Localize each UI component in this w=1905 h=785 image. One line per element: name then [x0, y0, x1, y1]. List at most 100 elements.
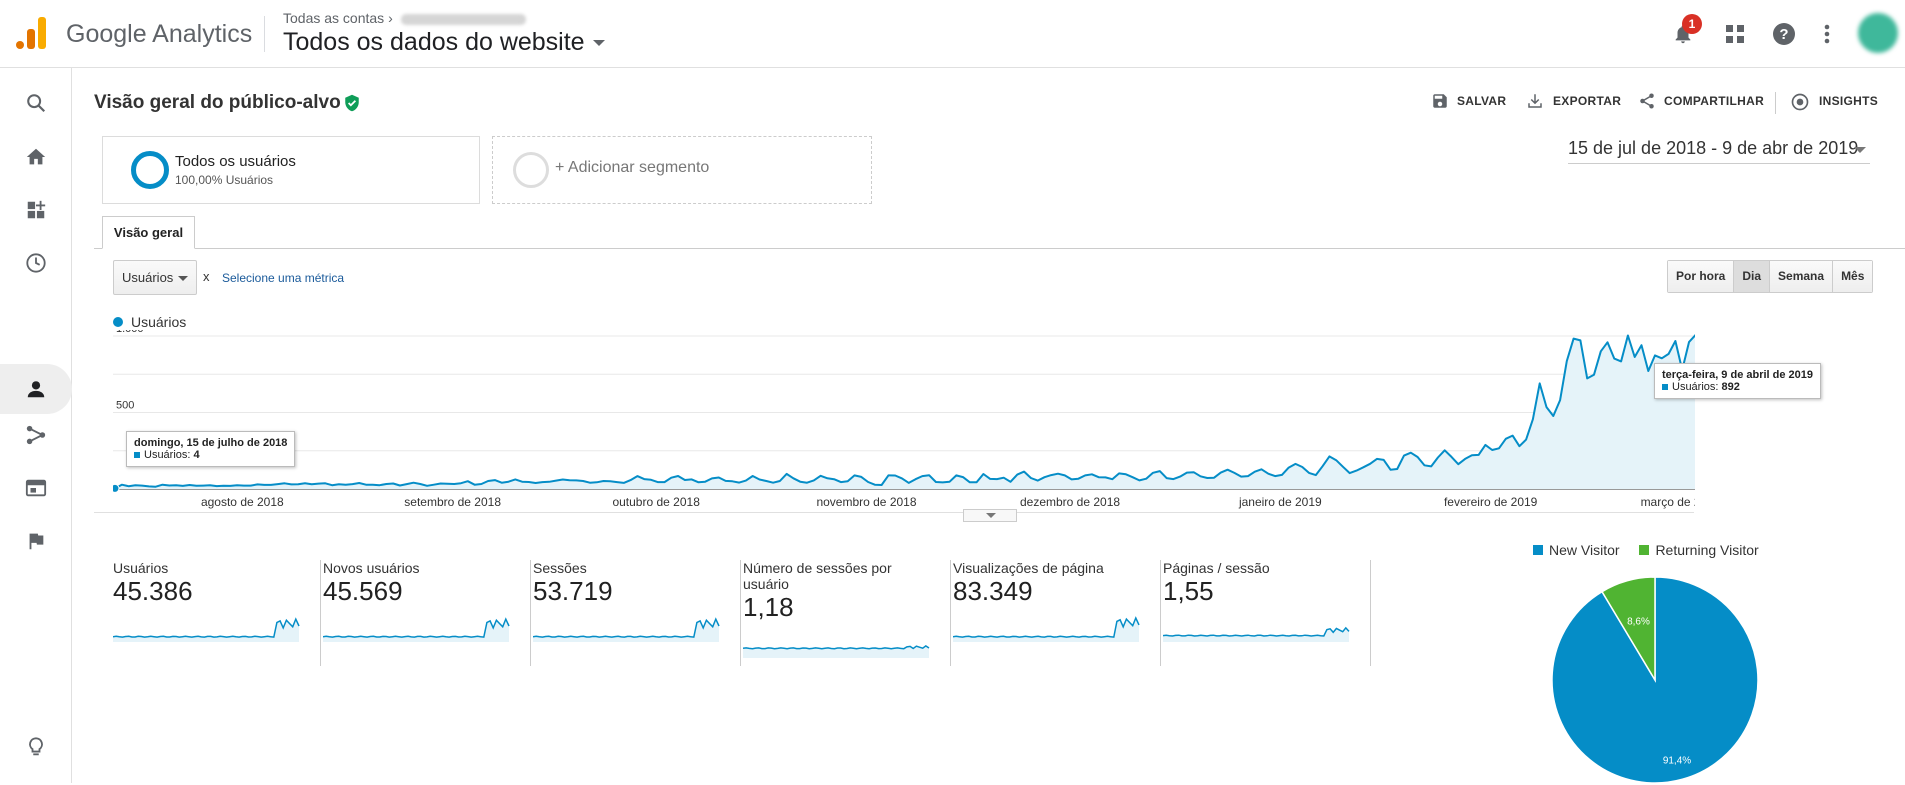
- chart-tooltip-start: domingo, 15 de julho de 2018 Usuários: 4: [126, 431, 296, 467]
- tab-row-line: [94, 248, 1905, 249]
- users-line-chart[interactable]: 1.000 500 agosto de 2018 setembro de 2018 ou…: [113, 330, 1695, 512]
- app-name: Google Analytics: [66, 20, 253, 48]
- granularity-day-button[interactable]: Dia: [1733, 261, 1770, 292]
- select-metric-link[interactable]: Selecione uma métrica: [222, 271, 345, 285]
- pie-slice[interactable]: [1600, 576, 1656, 683]
- audience-person-icon[interactable]: [0, 367, 72, 411]
- metric-card[interactable]: Novos usuários 45.569: [323, 560, 531, 666]
- sparkline-area: [533, 619, 719, 642]
- side-nav: [0, 68, 72, 783]
- metric-value: 1,18: [743, 592, 794, 622]
- tooltip-date: terça-feira, 9 de abril de 2019: [1662, 369, 1814, 381]
- view-name: Todos os dados do website: [283, 28, 585, 56]
- sparkline-line: [323, 617, 510, 638]
- caret-down-icon: [986, 513, 996, 518]
- y-tick-label: 1.000: [116, 330, 144, 335]
- metric-label: Visualizações de página: [953, 560, 1104, 576]
- share-button[interactable]: COMPARTILHAR: [1664, 94, 1765, 108]
- granularity-week-button[interactable]: Semana: [1769, 261, 1833, 292]
- segment-all-users[interactable]: Todos os usuários 100,00% Usuários: [102, 136, 480, 204]
- empty-segment-ring-icon: [513, 152, 549, 188]
- lightbulb-icon[interactable]: [0, 725, 72, 769]
- legend-dot: [113, 317, 123, 327]
- visitor-type-pie-chart[interactable]: 91,4% 8,6%: [1550, 575, 1760, 785]
- x-tick-label: setembro de 2018: [404, 495, 501, 509]
- breadcrumb[interactable]: Todas as contas ›: [283, 10, 526, 26]
- metric-x-separator: x: [203, 269, 210, 284]
- legend-new-visitor: New Visitor: [1549, 542, 1620, 558]
- metric-card[interactable]: Usuários 45.386: [113, 560, 321, 666]
- realtime-clock-icon[interactable]: [0, 241, 72, 285]
- svg-text:?: ?: [1779, 26, 1788, 43]
- export-button[interactable]: EXPORTAR: [1553, 94, 1622, 108]
- metric-select[interactable]: Usuários: [113, 260, 197, 295]
- segment-title: Todos os usuários: [175, 153, 296, 170]
- granularity-hour-button[interactable]: Por hora: [1668, 261, 1734, 292]
- google-analytics-logo[interactable]: [16, 17, 46, 49]
- users-line: [114, 334, 1695, 490]
- tab-overview[interactable]: Visão geral: [102, 216, 195, 249]
- metric-card[interactable]: Páginas / sessão 1,55: [1163, 560, 1371, 666]
- granularity-month-button[interactable]: Mês: [1832, 261, 1873, 292]
- top-bar: Google Analytics Todas as contas › Todos…: [0, 0, 1905, 68]
- metric-value: 53.719: [533, 576, 613, 606]
- sparkline-line: [743, 644, 930, 650]
- save-button[interactable]: SALVAR: [1457, 94, 1507, 108]
- tooltip-series-marker: [1662, 384, 1668, 391]
- x-tick-label: dezembro de 2018: [1020, 495, 1120, 509]
- metric-card[interactable]: Sessões 53.719: [533, 560, 741, 666]
- metric-label: Número de sessões por usuário: [743, 560, 892, 592]
- share-icon[interactable]: [1638, 92, 1656, 115]
- verified-shield-icon: [343, 93, 361, 118]
- conversions-flag-icon[interactable]: [0, 519, 72, 563]
- metric-card[interactable]: Visualizações de página 83.349: [953, 560, 1161, 666]
- y-tick-label: 500: [116, 400, 134, 412]
- chart-collapse-handle[interactable]: [963, 509, 1017, 522]
- sparkline-line: [113, 617, 300, 638]
- help-icon[interactable]: ?: [1770, 20, 1798, 48]
- export-icon[interactable]: [1526, 92, 1544, 115]
- metric-select-value: Usuários: [122, 270, 174, 285]
- metric-label: Sessões: [533, 560, 587, 576]
- sparkline-area: [323, 619, 509, 642]
- tooltip-label: Usuários:: [1672, 381, 1719, 393]
- breadcrumb-account-blurred[interactable]: [400, 13, 526, 25]
- add-segment-button[interactable]: + Adicionar segmento: [492, 136, 872, 204]
- x-tick-label: novembro de 2018: [816, 495, 916, 509]
- chart-legend: Usuários: [113, 314, 186, 330]
- metric-value: 45.386: [113, 576, 193, 606]
- metric-sparkline: [743, 644, 930, 658]
- pie-slice-label: 8,6%: [1627, 616, 1650, 627]
- point-start[interactable]: [113, 483, 120, 493]
- sparkline-line: [1163, 626, 1350, 637]
- metric-value: 45.569: [323, 576, 403, 606]
- metric-sparkline: [323, 617, 510, 642]
- legend-swatch-new: [1533, 545, 1543, 555]
- account-avatar[interactable]: [1858, 13, 1898, 53]
- metric-value: 83.349: [953, 576, 1033, 606]
- home-icon[interactable]: [0, 135, 72, 179]
- sparkline-area: [113, 619, 299, 642]
- date-range-picker[interactable]: 15 de jul de 2018 - 9 de abr de 2019: [1568, 138, 1870, 164]
- insights-icon[interactable]: [1790, 92, 1810, 117]
- save-icon[interactable]: [1431, 92, 1449, 115]
- tooltip-label: Usuários:: [144, 449, 191, 461]
- customization-icon[interactable]: [0, 188, 72, 232]
- acquisition-icon[interactable]: [0, 413, 72, 457]
- metric-sparkline: [533, 617, 720, 642]
- metric-card[interactable]: Número de sessões por usuário 1,18: [743, 560, 951, 666]
- insights-button[interactable]: INSIGHTS: [1819, 94, 1879, 108]
- metric-label: Páginas / sessão: [1163, 560, 1270, 576]
- breadcrumb-all-accounts[interactable]: Todas as contas: [283, 10, 385, 26]
- search-icon[interactable]: [0, 81, 72, 125]
- view-selector[interactable]: Todos os dados do website: [283, 28, 605, 57]
- x-tick-label: março de 2019: [1641, 495, 1695, 509]
- more-vertical-icon[interactable]: [1813, 20, 1841, 48]
- x-tick-label: fevereiro de 2019: [1444, 495, 1538, 509]
- metric-sparkline: [953, 616, 1140, 642]
- apps-grid-icon[interactable]: [1721, 20, 1749, 48]
- caret-down-icon: [178, 276, 188, 281]
- x-tick-label: agosto de 2018: [201, 495, 284, 509]
- chart-tooltip-end: terça-feira, 9 de abril de 2019 Usuários…: [1654, 363, 1822, 399]
- behavior-icon[interactable]: [0, 466, 72, 510]
